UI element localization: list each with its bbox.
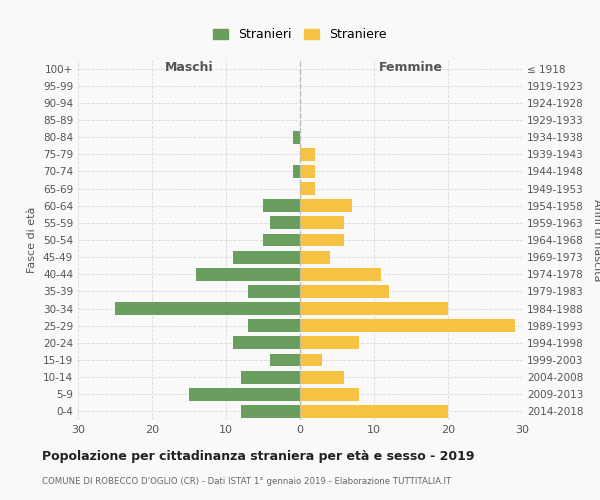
Bar bbox=[241, 370, 300, 384]
Y-axis label: Anni di nascita: Anni di nascita bbox=[592, 198, 600, 281]
Bar bbox=[263, 234, 300, 246]
Bar bbox=[300, 268, 382, 280]
Bar bbox=[300, 405, 448, 418]
Bar bbox=[241, 405, 300, 418]
Bar bbox=[300, 234, 344, 246]
Bar bbox=[300, 388, 359, 400]
Bar bbox=[300, 370, 344, 384]
Bar bbox=[248, 320, 300, 332]
Bar bbox=[300, 250, 329, 264]
Text: Femmine: Femmine bbox=[379, 61, 443, 74]
Bar bbox=[293, 165, 300, 178]
Text: Popolazione per cittadinanza straniera per età e sesso - 2019: Popolazione per cittadinanza straniera p… bbox=[42, 450, 475, 463]
Bar bbox=[271, 216, 300, 230]
Bar bbox=[293, 130, 300, 143]
Y-axis label: Fasce di età: Fasce di età bbox=[28, 207, 37, 273]
Bar bbox=[300, 320, 515, 332]
Bar bbox=[189, 388, 300, 400]
Bar bbox=[300, 285, 389, 298]
Bar bbox=[300, 336, 359, 349]
Bar bbox=[300, 354, 322, 366]
Bar bbox=[300, 302, 448, 315]
Bar bbox=[300, 216, 344, 230]
Bar bbox=[263, 200, 300, 212]
Text: COMUNE DI ROBECCO D'OGLIO (CR) - Dati ISTAT 1° gennaio 2019 - Elaborazione TUTTI: COMUNE DI ROBECCO D'OGLIO (CR) - Dati IS… bbox=[42, 478, 451, 486]
Bar bbox=[300, 200, 352, 212]
Bar bbox=[196, 268, 300, 280]
Bar bbox=[233, 250, 300, 264]
Bar bbox=[271, 354, 300, 366]
Bar bbox=[300, 182, 315, 195]
Bar bbox=[248, 285, 300, 298]
Text: Maschi: Maschi bbox=[164, 61, 214, 74]
Bar bbox=[233, 336, 300, 349]
Bar bbox=[300, 148, 315, 160]
Bar bbox=[115, 302, 300, 315]
Bar bbox=[300, 165, 315, 178]
Legend: Stranieri, Straniere: Stranieri, Straniere bbox=[208, 23, 392, 46]
